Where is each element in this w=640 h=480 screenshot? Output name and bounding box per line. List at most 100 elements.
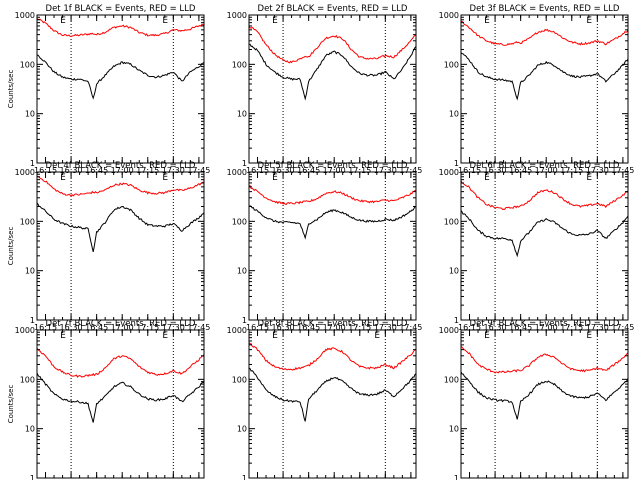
y-tick-label: 1 — [30, 159, 35, 168]
marker-annotation: E — [484, 173, 490, 183]
x-tick-label: 17:15 — [560, 323, 583, 332]
x-tick-label: 16:30 — [272, 166, 295, 175]
chart-title: Det 1f BLACK = Events, RED = LLD — [46, 4, 196, 14]
events-series-line — [248, 367, 417, 422]
x-tick-label: 16:15 — [34, 323, 57, 332]
y-tick-label: 100 — [232, 217, 247, 226]
marker-annotation: E — [484, 331, 490, 341]
x-tick-label: 17:45 — [399, 323, 422, 332]
y-tick-label: 1 — [30, 474, 35, 480]
x-tick-label: 17:15 — [560, 166, 583, 175]
y-tick-label: 10 — [25, 425, 35, 434]
y-tick-label: 10 — [237, 267, 247, 276]
marker-annotation: E — [162, 331, 168, 341]
marker-annotation: E — [586, 173, 592, 183]
plot-frame — [460, 14, 629, 164]
lld-series-line — [460, 20, 629, 46]
y-tick-label: 10 — [237, 425, 247, 434]
x-tick-label: 17:00 — [535, 166, 558, 175]
plot-frame — [248, 329, 417, 479]
y-axis-label: Counts/sec — [7, 227, 15, 266]
plot-frame — [36, 171, 205, 321]
chart-panel-2: Det 2f BLACK = Events, RED = LLD E 1 10 100 1… — [227, 4, 423, 175]
y-tick-label: 1000 — [15, 326, 35, 335]
events-series-line — [249, 43, 417, 101]
lld-series-line — [460, 346, 629, 374]
marker-annotation: E — [60, 173, 66, 183]
events-series-line — [460, 52, 629, 101]
y-tick-label: 1000 — [439, 326, 459, 335]
chart-title: Det 5f BLACK = Events, RED = LLD — [258, 161, 408, 171]
y-tick-label: 1000 — [227, 168, 247, 177]
y-axis-label: Counts/sec — [7, 70, 15, 109]
y-tick-label: 1000 — [227, 326, 247, 335]
x-tick-label: 17:30 — [162, 166, 185, 175]
chart-title: Det 7f BLACK = Events, RED = LLD — [46, 319, 196, 329]
x-tick-label: 17:15 — [136, 166, 159, 175]
x-tick-label: 17:30 — [586, 166, 609, 175]
chart-panel-3: Det 3f BLACK = Events, RED = LLD E E 1 10 100… — [439, 4, 635, 175]
lld-series-line — [248, 25, 417, 64]
chart-panel-7: Det 7f BLACK = Events, RED = LLD E E 1 10 100… — [7, 319, 205, 480]
x-tick-label: 17:00 — [111, 323, 134, 332]
x-tick-label: 17:30 — [374, 166, 397, 175]
y-tick-label: 1 — [30, 316, 35, 325]
x-tick-label: 17:45 — [399, 166, 422, 175]
x-tick-label: 17:00 — [323, 166, 346, 175]
marker-annotation: E — [162, 16, 168, 26]
marker-annotation: E — [60, 331, 66, 341]
lld-series-line — [248, 342, 417, 371]
x-tick-label: 16:30 — [272, 323, 295, 332]
marker-annotation: E — [272, 173, 278, 183]
chart-panel-6: Det 6f BLACK = Events, RED = LLD E E 1 10 100… — [439, 161, 635, 332]
y-tick-label: 10 — [449, 425, 459, 434]
chart-panel-1: Det 1f BLACK = Events, RED = LLD E E 1 10 100… — [7, 4, 210, 175]
x-tick-label: 16:15 — [458, 323, 481, 332]
y-tick-label: 1 — [242, 474, 247, 480]
x-tick-label: 16:15 — [34, 166, 57, 175]
plot-frame — [460, 329, 629, 479]
y-tick-label: 100 — [20, 217, 35, 226]
x-tick-label: 17:15 — [136, 323, 159, 332]
events-series-line — [36, 202, 205, 253]
y-tick-label: 1000 — [439, 168, 459, 177]
lld-series-line — [248, 184, 417, 205]
chart-title: Det 4f BLACK = Events, RED = LLD — [46, 161, 196, 171]
y-tick-label: 100 — [232, 375, 247, 384]
x-tick-label: 17:45 — [611, 166, 634, 175]
chart-panel-9: Det 9f BLACK = Events, RED = LLD E E 1 10 100… — [439, 319, 629, 480]
x-tick-label: 17:30 — [162, 323, 185, 332]
x-tick-label: 17:00 — [111, 166, 134, 175]
y-tick-label: 1000 — [15, 11, 35, 20]
plot-frame — [460, 171, 629, 321]
y-tick-label: 10 — [237, 110, 247, 119]
chart-title: Det 2f BLACK = Events, RED = LLD — [258, 4, 408, 14]
y-tick-label: 10 — [449, 110, 459, 119]
x-tick-label: 16:15 — [458, 166, 481, 175]
plot-frame — [248, 14, 417, 164]
x-tick-label: 16:45 — [85, 323, 108, 332]
events-series-line — [36, 54, 205, 100]
events-series-line — [460, 210, 629, 258]
x-tick-label: 17:30 — [374, 323, 397, 332]
y-tick-label: 1000 — [227, 11, 247, 20]
chart-title: Det 9f BLACK = Events, RED = LLD — [470, 319, 620, 329]
marker-annotation: E — [586, 16, 592, 26]
chart-title: Det 8f BLACK = Events, RED = LLD — [258, 319, 408, 329]
y-tick-label: 10 — [25, 110, 35, 119]
lld-series-line — [36, 17, 205, 37]
lld-series-line — [36, 175, 205, 197]
x-tick-label: 16:45 — [509, 323, 532, 332]
x-tick-label: 16:15 — [246, 323, 269, 332]
chart-panel-5: Det 5f BLACK = Events, RED = LLD E 1 10 100 1… — [227, 161, 423, 332]
x-tick-label: 16:45 — [509, 166, 532, 175]
y-tick-label: 100 — [232, 60, 247, 69]
plot-frame — [36, 14, 205, 164]
y-axis-label: Counts/sec — [7, 385, 15, 424]
events-series-line — [460, 371, 629, 420]
x-tick-label: 16:30 — [484, 166, 507, 175]
y-tick-label: 1 — [242, 159, 247, 168]
x-tick-label: 17:30 — [586, 323, 609, 332]
y-tick-label: 100 — [444, 375, 459, 384]
